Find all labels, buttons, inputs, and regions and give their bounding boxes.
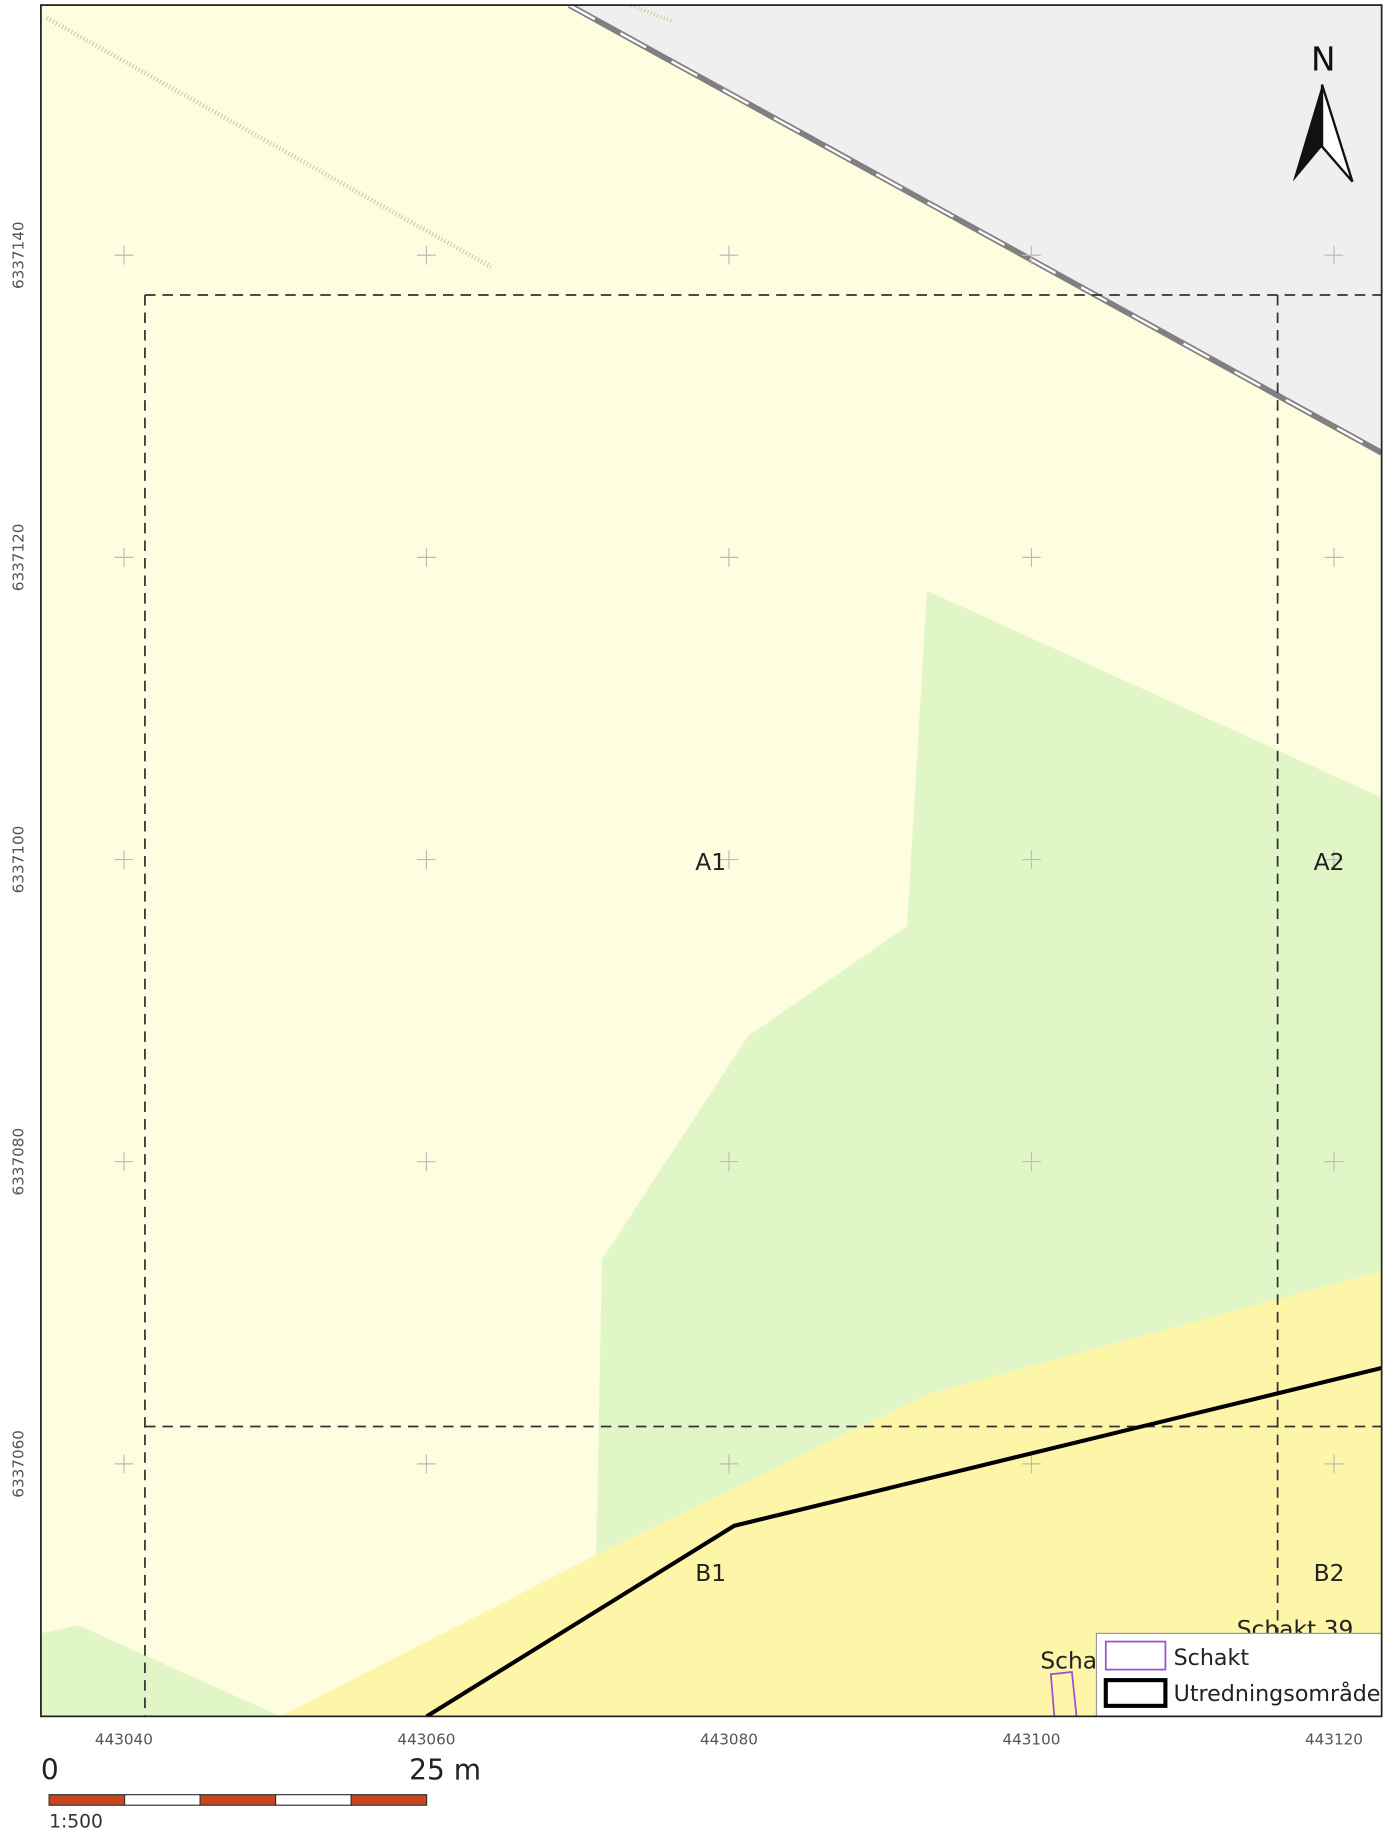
area-label: A2 — [1314, 848, 1345, 876]
scale-end: 25 m — [409, 1753, 481, 1786]
y-label: 6337100 — [9, 826, 27, 894]
study-boundary — [425, 1366, 1382, 1717]
legend-box — [1095, 1632, 1382, 1717]
x-label: 443060 — [397, 1730, 455, 1748]
legend: Schakt Utredningsområde — [1095, 1632, 1382, 1717]
green-area — [596, 590, 1382, 1556]
x-label: 443080 — [700, 1730, 758, 1748]
map-body: A1 A2 B1 B2 Scha Schakt 39 N Schakt Utre… — [40, 5, 1382, 1717]
scale-segment — [199, 1794, 277, 1806]
x-label: 443120 — [1305, 1730, 1363, 1748]
legend-label: Schakt — [1174, 1645, 1250, 1671]
x-label: 443100 — [1002, 1730, 1060, 1748]
area-label: A1 — [695, 848, 726, 876]
map-frame — [40, 4, 1383, 1718]
y-label: 6337080 — [9, 1128, 27, 1196]
north-arrow: N — [1292, 41, 1354, 183]
hatched-line — [630, 5, 673, 24]
grid-crosses — [114, 245, 1344, 1474]
hatched-line — [45, 15, 493, 269]
scale-segment — [124, 1794, 201, 1806]
legend-swatch — [1104, 1640, 1167, 1671]
x-label: 443040 — [95, 1730, 153, 1748]
area-label: B1 — [695, 1559, 726, 1587]
road-edge — [568, 5, 1382, 454]
feature-label: Scha — [1040, 1646, 1097, 1674]
scale-bar: 0 25 m 1:500 — [41, 1753, 481, 1832]
green-area — [40, 1625, 281, 1717]
legend-label: Utredningsområde — [1174, 1679, 1381, 1707]
legend-swatch — [1103, 1678, 1168, 1708]
trench — [1049, 1670, 1078, 1717]
y-labels: 6337140 6337120 6337100 6337080 6337060 — [9, 221, 27, 1497]
north-label: N — [1311, 41, 1335, 79]
x-labels: 443040 443060 443080 443100 443120 — [95, 1730, 1363, 1748]
yellow-area — [280, 1271, 1382, 1717]
scale-start: 0 — [41, 1753, 59, 1786]
y-label: 6337060 — [9, 1430, 27, 1498]
scale-segment — [275, 1794, 352, 1806]
scale-segment — [48, 1794, 126, 1806]
grid-sheets — [144, 294, 1382, 1717]
scale-ratio: 1:500 — [49, 1811, 103, 1832]
y-label: 6337140 — [9, 221, 27, 289]
area-label: B2 — [1314, 1559, 1345, 1587]
scale-segment — [350, 1794, 428, 1806]
y-label: 6337120 — [9, 524, 27, 592]
